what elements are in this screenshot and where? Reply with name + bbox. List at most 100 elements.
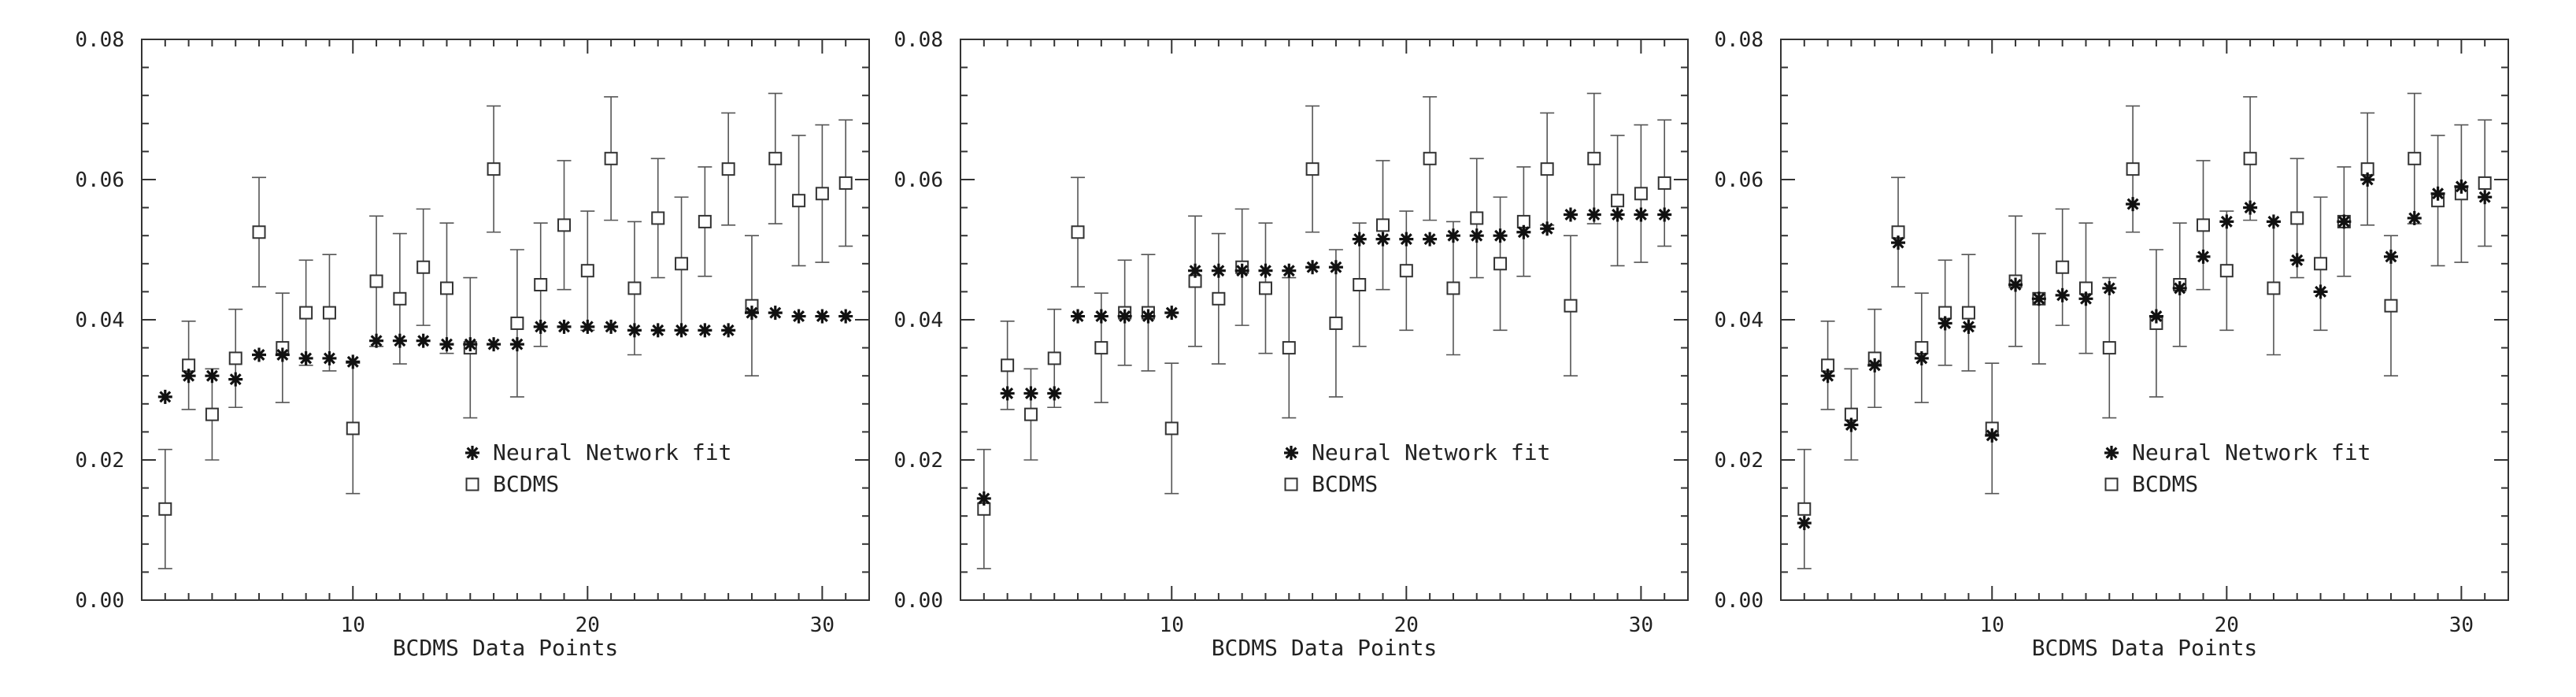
nn-fit-point — [604, 319, 619, 334]
legend-bcdms-label: BCDMS — [1312, 471, 1378, 497]
bcdms-point — [322, 306, 336, 320]
nn-fit-point — [1540, 221, 1555, 236]
x-tick-label: 10 — [1980, 614, 2004, 637]
nn-fit-point — [1094, 309, 1108, 324]
nn-fit-point — [744, 306, 759, 321]
bcdms-point — [698, 214, 712, 228]
nn-fit-point — [1938, 316, 1952, 331]
nn-fit-point — [1657, 207, 1672, 222]
nn-fit-point — [1914, 350, 1929, 365]
bcdms-point — [2126, 162, 2140, 176]
nn-fit-point — [768, 306, 783, 321]
nn-fit-point — [322, 350, 337, 365]
bcdms-point — [1376, 218, 1390, 232]
bcdms-point — [1023, 407, 1038, 421]
nn-fit-point — [674, 323, 689, 338]
legend-nn-marker — [465, 446, 479, 460]
bcdms-point — [158, 502, 172, 516]
nn-fit-point — [533, 319, 548, 334]
legend-bcdms-marker — [2104, 477, 2119, 491]
nn-fit-point — [557, 319, 572, 334]
legend-nn-label: Neural Network fit — [2132, 439, 2371, 465]
bcdms-point — [1164, 421, 1179, 436]
bcdms-point — [2408, 151, 2422, 165]
bcdms-point — [1657, 176, 1671, 190]
bcdms-point — [1047, 351, 1061, 365]
y-tick-label: 0.08 — [75, 28, 124, 52]
x-tick-label: 10 — [1160, 614, 1184, 637]
y-tick-label: 0.00 — [1714, 589, 1764, 613]
bcdms-point — [2219, 264, 2234, 278]
y-tick-label: 0.04 — [894, 309, 943, 332]
nn-fit-point — [580, 319, 595, 334]
bcdms-point — [252, 225, 266, 239]
x-tick-label: 20 — [2215, 614, 2239, 637]
bcdms-point — [675, 257, 689, 271]
nn-fit-point — [2289, 253, 2304, 268]
nn-fit-point — [1164, 306, 1179, 321]
y-tick-label: 0.06 — [1714, 169, 1764, 192]
nn-fit-point — [2172, 280, 2187, 295]
x-tick-label: 30 — [810, 614, 835, 637]
nn-fit-point — [2196, 249, 2211, 264]
nn-fit-point — [815, 309, 830, 324]
nn-fit-point — [1234, 263, 1249, 278]
nn-fit-point — [791, 309, 806, 324]
nn-fit-point — [1305, 260, 1320, 275]
y-tick-label: 0.08 — [1714, 28, 1764, 52]
y-tick-label: 0.02 — [75, 449, 124, 473]
nn-fit-point — [1867, 358, 1882, 373]
bcdms-point — [416, 260, 431, 274]
bcdms-point — [1540, 162, 1554, 176]
nn-fit-point — [1516, 224, 1531, 239]
bcdms-point — [1094, 341, 1108, 355]
nn-fit-point — [1493, 228, 1508, 243]
nn-fit-point — [698, 323, 712, 338]
legend-bcdms-marker — [465, 477, 479, 491]
bcdms-point — [487, 162, 501, 176]
nn-fit-point — [509, 337, 524, 352]
bcdms-point — [2267, 281, 2281, 295]
bcdms-point — [439, 281, 453, 295]
x-axis-title: BCDMS Data Points — [1212, 635, 1438, 661]
nn-fit-point — [721, 323, 736, 338]
nn-fit-point — [1023, 386, 1038, 401]
nn-fit-point — [1961, 319, 1976, 334]
bcdms-point — [1470, 211, 1484, 225]
nn-fit-point — [2430, 186, 2445, 201]
nn-fit-point — [1047, 386, 1062, 401]
nn-fit-point — [2360, 172, 2375, 187]
nn-fit-point — [2008, 277, 2023, 292]
y-tick-label: 0.02 — [1714, 449, 1764, 473]
nn-fit-point — [487, 337, 502, 352]
bcdms-point — [1446, 281, 1460, 295]
nn-fit-point — [1423, 232, 1438, 247]
bcdms-point — [205, 407, 219, 421]
bcdms-point — [1399, 264, 1413, 278]
bcdms-point — [1329, 316, 1343, 330]
nn-fit-point — [416, 333, 431, 348]
chart-panel-1: 10 20 30 0.00 0.02 0.04 0.06 0.08 BCDMS Data Poi… — [75, 28, 870, 661]
bcdms-point — [510, 316, 524, 330]
legend-nn-marker — [1284, 446, 1298, 460]
nn-fit-point — [1797, 516, 1812, 531]
nn-fit-point — [252, 347, 267, 362]
bcdms-point — [838, 176, 853, 190]
nn-fit-point — [275, 347, 290, 362]
x-tick-label: 20 — [576, 614, 600, 637]
y-tick-label: 0.00 — [75, 589, 124, 613]
x-tick-label: 10 — [341, 614, 365, 637]
legend-nn-label: Neural Network fit — [1312, 439, 1550, 465]
nn-fit-point — [1985, 428, 2000, 443]
bcdms-point — [768, 151, 783, 165]
x-axis-title: BCDMS Data Points — [2032, 635, 2258, 661]
nn-fit-point — [2337, 214, 2352, 229]
bcdms-point — [393, 291, 407, 306]
nn-fit-point — [2407, 210, 2422, 225]
nn-fit-point — [1258, 263, 1273, 278]
nn-fit-point — [1399, 232, 1414, 247]
nn-fit-point — [1071, 309, 1086, 324]
legend-bcdms-label: BCDMS — [2132, 471, 2198, 497]
plot-frame — [1780, 39, 2509, 601]
